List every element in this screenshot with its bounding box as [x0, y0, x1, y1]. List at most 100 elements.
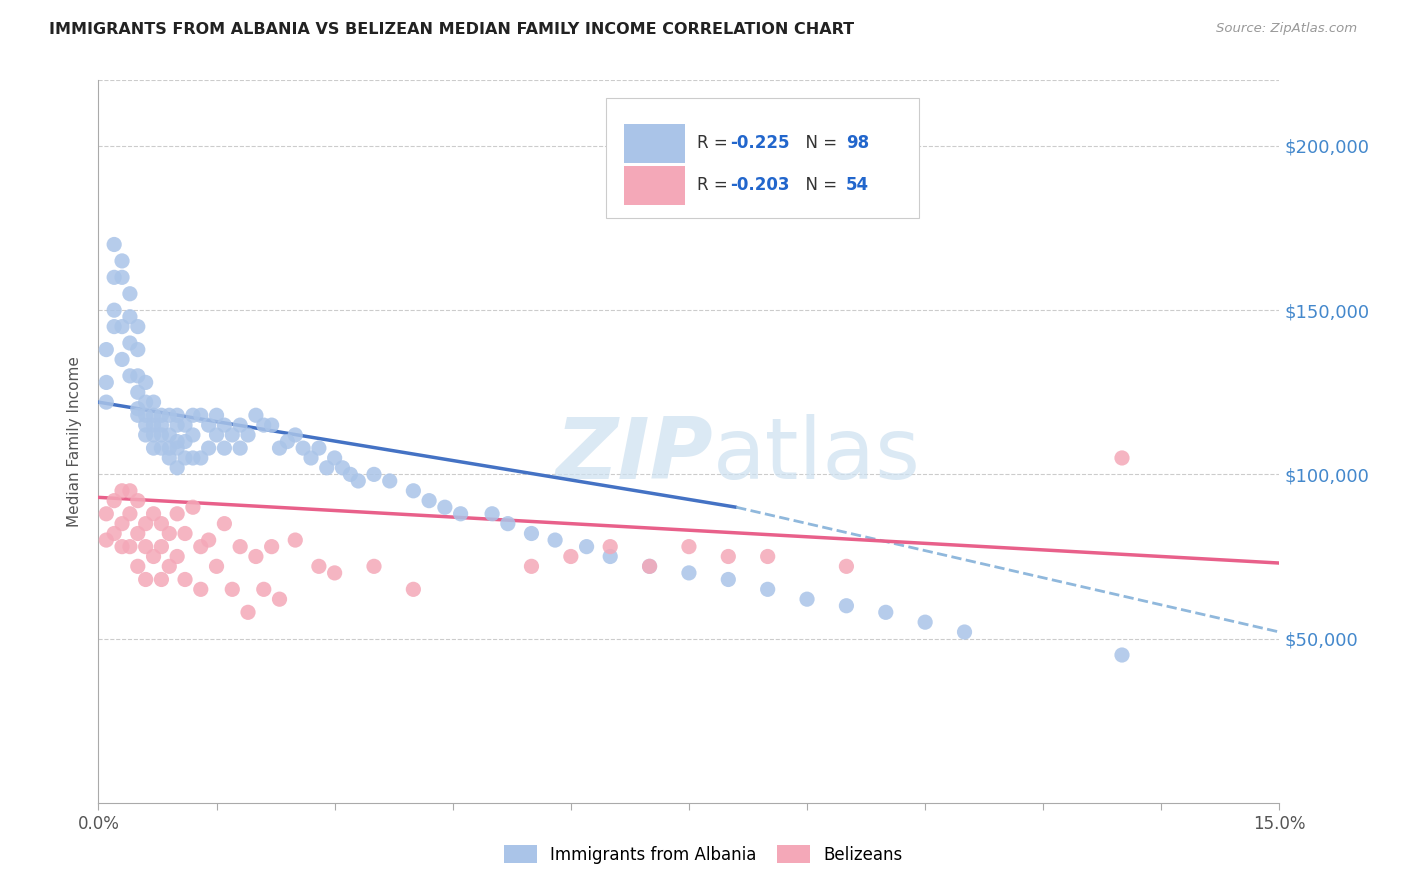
Point [418, 493, 440, 508]
Point [127, 385, 149, 400]
Point [118, 507, 141, 521]
Point [166, 507, 188, 521]
Point [214, 441, 236, 455]
Point [142, 428, 165, 442]
Point [197, 418, 219, 433]
Point [236, 428, 259, 442]
Point [118, 483, 141, 498]
Point [150, 540, 173, 554]
Point [103, 493, 125, 508]
Text: R =: R = [697, 176, 733, 194]
Point [103, 319, 125, 334]
Point [347, 474, 370, 488]
Point [135, 516, 157, 531]
Point [717, 573, 740, 587]
Text: IMMIGRANTS FROM ALBANIA VS BELIZEAN MEDIAN FAMILY INCOME CORRELATION CHART: IMMIGRANTS FROM ALBANIA VS BELIZEAN MEDI… [49, 22, 855, 37]
Point [142, 441, 165, 455]
Point [914, 615, 936, 630]
Point [142, 549, 165, 564]
Point [284, 533, 307, 547]
Point [205, 409, 228, 423]
Point [260, 540, 283, 554]
Text: N =: N = [796, 134, 842, 153]
Point [520, 526, 543, 541]
Point [190, 409, 212, 423]
Point [599, 540, 621, 554]
Point [127, 401, 149, 416]
Point [205, 559, 228, 574]
Point [96, 376, 118, 390]
Point [118, 310, 141, 324]
Point [157, 409, 180, 423]
Point [103, 237, 125, 252]
Point [953, 625, 976, 640]
Point [292, 441, 315, 455]
Point [111, 319, 134, 334]
Text: 54: 54 [846, 176, 869, 194]
Point [150, 441, 173, 455]
Point [260, 418, 283, 433]
Point [96, 507, 118, 521]
Text: ZIP: ZIP [555, 415, 713, 498]
Point [166, 460, 188, 475]
Point [118, 368, 141, 383]
Point [363, 559, 385, 574]
Point [229, 441, 252, 455]
Point [835, 559, 858, 574]
Point [190, 540, 212, 554]
Point [174, 526, 197, 541]
Point [181, 450, 204, 465]
Point [142, 507, 165, 521]
FancyBboxPatch shape [624, 166, 685, 204]
Point [96, 533, 118, 547]
Point [142, 395, 165, 409]
Point [284, 428, 307, 442]
Point [378, 474, 401, 488]
Point [308, 559, 330, 574]
Text: 98: 98 [846, 134, 869, 153]
Point [190, 450, 212, 465]
Point [229, 540, 252, 554]
Point [638, 559, 661, 574]
Point [96, 343, 118, 357]
Point [575, 540, 598, 554]
Point [1111, 648, 1133, 662]
Point [214, 516, 236, 531]
Point [339, 467, 361, 482]
Point [111, 483, 134, 498]
Point [127, 368, 149, 383]
Point [135, 376, 157, 390]
Text: R =: R = [697, 134, 733, 153]
Point [245, 409, 267, 423]
Point [481, 507, 503, 521]
Point [135, 573, 157, 587]
Point [166, 441, 188, 455]
Point [190, 582, 212, 597]
Point [181, 500, 204, 515]
Point [166, 418, 188, 433]
Point [402, 483, 425, 498]
Text: Source: ZipAtlas.com: Source: ZipAtlas.com [1216, 22, 1357, 36]
Point [205, 428, 228, 442]
Point [103, 526, 125, 541]
Point [135, 540, 157, 554]
Point [150, 428, 173, 442]
Text: atlas: atlas [713, 415, 921, 498]
Point [174, 434, 197, 449]
Point [599, 549, 621, 564]
Point [214, 418, 236, 433]
Point [111, 516, 134, 531]
Point [323, 566, 346, 580]
Point [796, 592, 818, 607]
Point [166, 549, 188, 564]
Point [276, 434, 298, 449]
Point [402, 582, 425, 597]
Text: N =: N = [796, 176, 842, 194]
Point [520, 559, 543, 574]
Point [111, 352, 134, 367]
Point [245, 549, 267, 564]
Point [157, 441, 180, 455]
FancyBboxPatch shape [606, 98, 920, 218]
Point [1111, 450, 1133, 465]
Point [875, 605, 897, 619]
